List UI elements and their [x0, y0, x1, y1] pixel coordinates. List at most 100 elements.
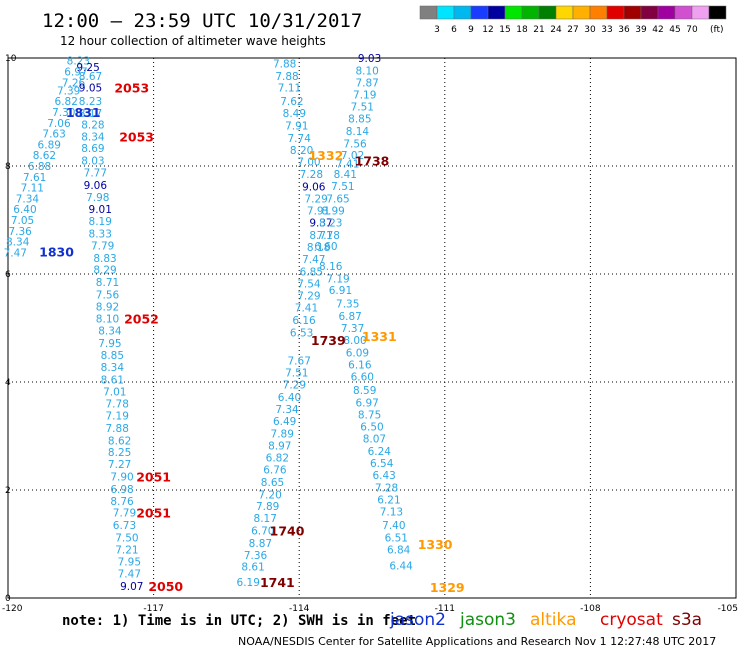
wave-height-label: 7.77	[84, 167, 107, 179]
wave-height-label: 8.03	[81, 156, 104, 168]
wave-height-label: 7.36	[244, 550, 268, 562]
color-scale-swatch	[555, 5, 574, 20]
wave-height-label: 6.50	[360, 421, 383, 433]
legend-jason3: jason3	[459, 610, 516, 630]
color-scale-label: 39	[635, 25, 647, 35]
color-scale-swatch	[572, 5, 591, 20]
legend-cryosat: cryosat	[600, 610, 663, 630]
wave-height-label: 8.65	[261, 477, 284, 489]
wave-height-label: 9.07	[120, 581, 143, 593]
color-scale-swatch	[453, 5, 472, 20]
wave-height-label: 8.34	[6, 237, 30, 249]
color-scale-label: 36	[618, 25, 630, 35]
color-scale-swatch	[538, 5, 557, 20]
wave-height-label: 7.50	[115, 533, 138, 545]
x-tick-label: -111	[435, 604, 455, 614]
color-scale-label: 27	[567, 25, 578, 35]
wave-height-label: 7.19	[353, 90, 376, 102]
wave-height-label: 6.43	[372, 470, 395, 482]
wave-height-label: 6.60	[351, 372, 374, 384]
wave-height-label: 8.75	[358, 409, 381, 421]
wave-height-label: 7.95	[98, 338, 121, 350]
wave-height-label: 7.27	[108, 459, 131, 471]
wave-height-label: 8.34	[81, 131, 105, 143]
color-scale-swatch	[708, 5, 727, 20]
wave-height-label: 7.05	[11, 215, 34, 227]
wave-height-label: 8.20	[290, 145, 313, 157]
wave-height-label: 7.61	[23, 172, 46, 184]
wave-height-label: 8.23	[79, 96, 102, 108]
wave-height-label: 8.83	[93, 253, 116, 265]
wave-height-label: 7.00	[297, 157, 320, 169]
color-scale-label: 70	[686, 25, 698, 35]
wave-height-label: 6.49	[273, 416, 296, 428]
wave-height-label: 7.26	[62, 77, 86, 89]
wave-height-label: 9.01	[89, 204, 112, 216]
wave-height-label: 7.06	[47, 118, 71, 130]
y-tick-label: 8	[5, 162, 11, 172]
color-scale-swatch	[657, 5, 676, 20]
wave-height-label: 9.25	[76, 62, 99, 74]
wave-height-label: 8.29	[93, 265, 116, 277]
color-scale-swatch	[487, 5, 506, 20]
wave-height-label: 6.82	[266, 453, 289, 465]
wave-height-label: 7.88	[273, 58, 296, 70]
wave-height-label: 9.03	[358, 53, 381, 65]
wave-height-label: 8.41	[334, 169, 357, 181]
wave-height-label: 7.29	[297, 291, 320, 303]
chart-title: 12:00 – 23:59 UTC 10/31/2017	[42, 10, 362, 32]
color-scale-label: 3	[434, 25, 440, 35]
color-scale-swatch	[589, 5, 608, 20]
wave-height-label: 6.89	[38, 139, 61, 151]
wave-height-label: 7.34	[275, 404, 299, 416]
wave-height-label: 9.06	[84, 180, 108, 192]
wave-height-label: 7.74	[288, 133, 312, 145]
wave-height-label: 8.62	[33, 150, 56, 162]
pass-time-labels: 2053 2053 1831 1830 2052 2051 2051 2050 1332 1738…	[39, 81, 464, 596]
wave-height-label: 7.39	[57, 85, 80, 97]
wave-height-label: 8.34	[101, 362, 125, 374]
color-scale-swatch	[504, 5, 523, 20]
pass-time-label: 2051	[136, 470, 171, 485]
wave-height-label: 7.11	[21, 183, 44, 195]
wave-height-label: 7.29	[304, 193, 327, 205]
wave-height-label: 6.97	[64, 67, 87, 79]
wave-height-label: 6.82	[55, 96, 78, 108]
pass-time-label: 1739	[311, 333, 346, 348]
wave-height-label: 6.88	[28, 161, 51, 173]
wave-height-label: 7.36	[8, 226, 32, 238]
wave-height-label: 6.40	[13, 204, 36, 216]
color-scale-label: 15	[499, 25, 510, 35]
wave-height-label: 6.19	[237, 577, 260, 589]
wave-height-label: 7.41	[295, 302, 318, 314]
wave-height-label: 7.30	[52, 107, 75, 119]
wave-height-label: 8.14	[346, 126, 370, 138]
color-scale-label: 12	[482, 25, 493, 35]
wave-height-label: 8.16	[319, 261, 343, 273]
wave-height-label: 8.99	[321, 205, 344, 217]
pass-time-label: 1330	[418, 537, 453, 552]
wave-height-label: 6.70	[251, 526, 274, 538]
x-tick-label: -117	[143, 604, 163, 614]
color-scale-label: 18	[516, 25, 528, 35]
color-scale-label: 33	[601, 25, 612, 35]
wave-height-label: 7.51	[285, 367, 308, 379]
satellite-legend: jason2 jason3 altika cryosat s3a	[389, 610, 702, 630]
wave-height-label: 8.62	[108, 435, 131, 447]
wave-height-label: 6.84	[387, 544, 411, 556]
y-axis-ticks: 0 2 4 6 8 10	[5, 54, 17, 604]
y-tick-label: 0	[5, 594, 11, 604]
color-scale-label: 45	[669, 25, 680, 35]
wave-height-label: 7.88	[275, 71, 298, 83]
wave-height-label: 6.97	[355, 398, 378, 410]
pass-time-label: 1831	[66, 105, 101, 120]
wave-height-label: 7.01	[103, 387, 126, 399]
wave-height-label: 8.23	[67, 56, 90, 68]
wave-height-label: 8.23	[319, 218, 342, 230]
wave-height-label: 8.17	[254, 513, 277, 525]
wave-height-label: 8.67	[79, 71, 102, 83]
x-tick-label: -105	[718, 604, 738, 614]
wave-height-label: 8.87	[249, 538, 272, 550]
wave-height-label: 7.87	[355, 77, 378, 89]
